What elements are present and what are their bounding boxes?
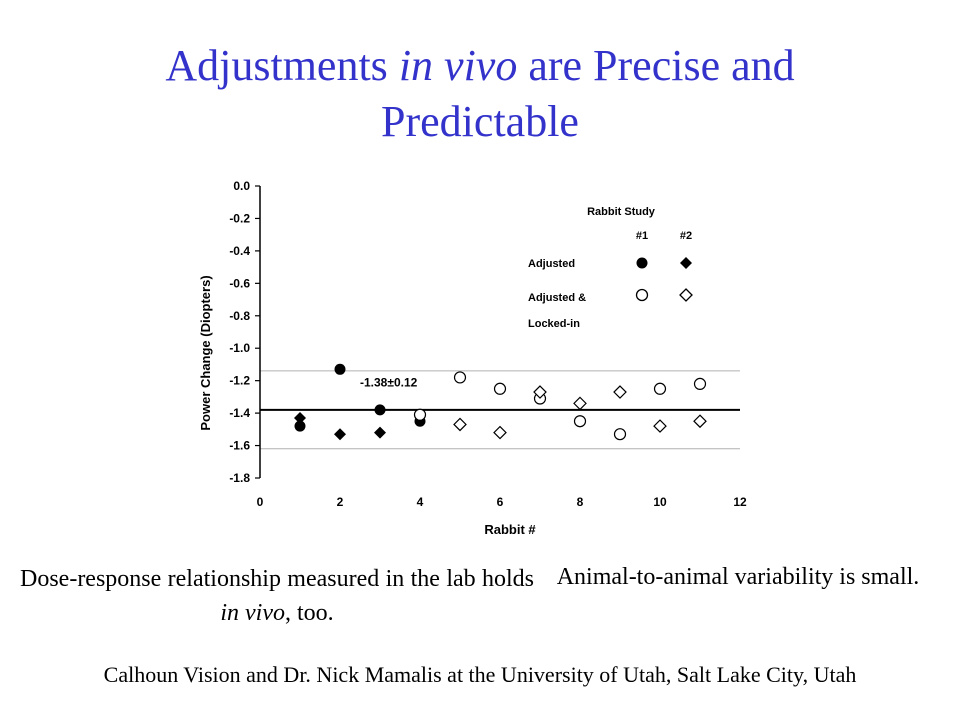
legend-marker-locked-2 bbox=[679, 288, 693, 302]
point-locked-study1 bbox=[573, 415, 587, 428]
caption-right: Animal-to-animal variability is small. bbox=[556, 564, 920, 590]
point-locked-study2 bbox=[453, 417, 467, 432]
legend-row2-label-1: Adjusted & bbox=[528, 292, 586, 304]
point-locked-study2 bbox=[653, 419, 667, 433]
point-adjusted-study1 bbox=[294, 420, 306, 432]
slide-title: Adjustments in vivo are Precise and Pred… bbox=[0, 38, 960, 150]
x-tick-label: 12 bbox=[733, 495, 747, 509]
point-adjusted-study2 bbox=[374, 426, 386, 439]
y-tick-label: -1.0 bbox=[229, 341, 250, 355]
point-locked-study1 bbox=[493, 382, 507, 395]
caption-left: Dose-response relationship measured in t… bbox=[20, 562, 534, 630]
legend-row1-label: Adjusted bbox=[528, 258, 575, 270]
credit-line: Calhoun Vision and Dr. Nick Mamalis at t… bbox=[103, 662, 857, 687]
legend-col2: #2 bbox=[680, 230, 692, 242]
y-tick-label: -0.8 bbox=[229, 309, 250, 323]
x-tick-label: 2 bbox=[337, 495, 344, 509]
point-locked-study1 bbox=[453, 371, 467, 384]
point-adjusted-study1 bbox=[334, 363, 346, 375]
point-locked-study2 bbox=[533, 385, 547, 399]
point-adjusted-study2 bbox=[294, 411, 306, 424]
y-tick-label: -0.6 bbox=[229, 276, 250, 290]
y-tick-label: 0.0 bbox=[233, 179, 250, 193]
mean-annotation: -1.38±0.12 bbox=[360, 375, 418, 389]
x-tick-label: 4 bbox=[417, 495, 424, 509]
x-tick-label: 6 bbox=[497, 495, 504, 509]
point-locked-study2 bbox=[693, 414, 707, 429]
legend: Rabbit Study #1 #2 Adjusted Adjusted & L… bbox=[528, 206, 693, 330]
y-tick-label: -0.2 bbox=[229, 211, 250, 225]
point-adjusted-study2 bbox=[334, 428, 346, 441]
y-tick-label: -1.4 bbox=[229, 406, 250, 420]
x-tick-label: 8 bbox=[577, 495, 584, 509]
caption-left-text-1: Dose-response relationship measured in t… bbox=[20, 566, 534, 592]
legend-marker-adjusted-1 bbox=[636, 257, 648, 269]
point-locked-study2 bbox=[573, 396, 587, 411]
point-locked-study2 bbox=[613, 385, 627, 399]
legend-header: Rabbit Study bbox=[587, 206, 656, 218]
legend-marker-locked-1 bbox=[635, 288, 649, 302]
scatter-chart: 0.0 -0.2 -0.4 -0.6 -0.8 -1.0 -1.2 -1.4 -1.6 -1.8 0… bbox=[198, 179, 747, 537]
caption-left-text-2: , too. bbox=[284, 600, 334, 626]
legend-col1: #1 bbox=[636, 230, 648, 242]
axes: 0.0 -0.2 -0.4 -0.6 -0.8 -1.0 -1.2 -1.4 -1.6 -1.8 0… bbox=[229, 179, 747, 509]
point-locked-study1 bbox=[613, 428, 627, 441]
title-line-2: Predictable bbox=[381, 97, 579, 146]
data-points bbox=[294, 363, 707, 441]
y-tick-label: -0.4 bbox=[229, 244, 250, 258]
title-italic: in vivo bbox=[398, 41, 518, 90]
title-text-2: are Precise and bbox=[517, 41, 795, 90]
y-tick-label: -1.2 bbox=[229, 374, 250, 388]
x-tick-label: 0 bbox=[257, 495, 264, 509]
legend-row2-label-2: Locked-in bbox=[528, 318, 580, 330]
legend-marker-adjusted-2 bbox=[680, 257, 692, 269]
point-locked-study1 bbox=[653, 382, 667, 395]
y-axis-label: Power Change (Diopters) bbox=[198, 275, 213, 430]
point-locked-study1 bbox=[693, 377, 707, 391]
point-locked-study2 bbox=[493, 425, 507, 440]
x-axis-label: Rabbit # bbox=[484, 522, 536, 537]
x-tick-label: 10 bbox=[653, 495, 667, 509]
y-tick-label: -1.6 bbox=[229, 439, 250, 453]
title-text-1: Adjustments bbox=[165, 41, 399, 90]
point-locked-study1 bbox=[413, 408, 427, 421]
y-tick-label: -1.8 bbox=[229, 471, 250, 485]
point-adjusted-study1 bbox=[374, 404, 386, 416]
caption-left-italic: in vivo bbox=[220, 600, 285, 626]
